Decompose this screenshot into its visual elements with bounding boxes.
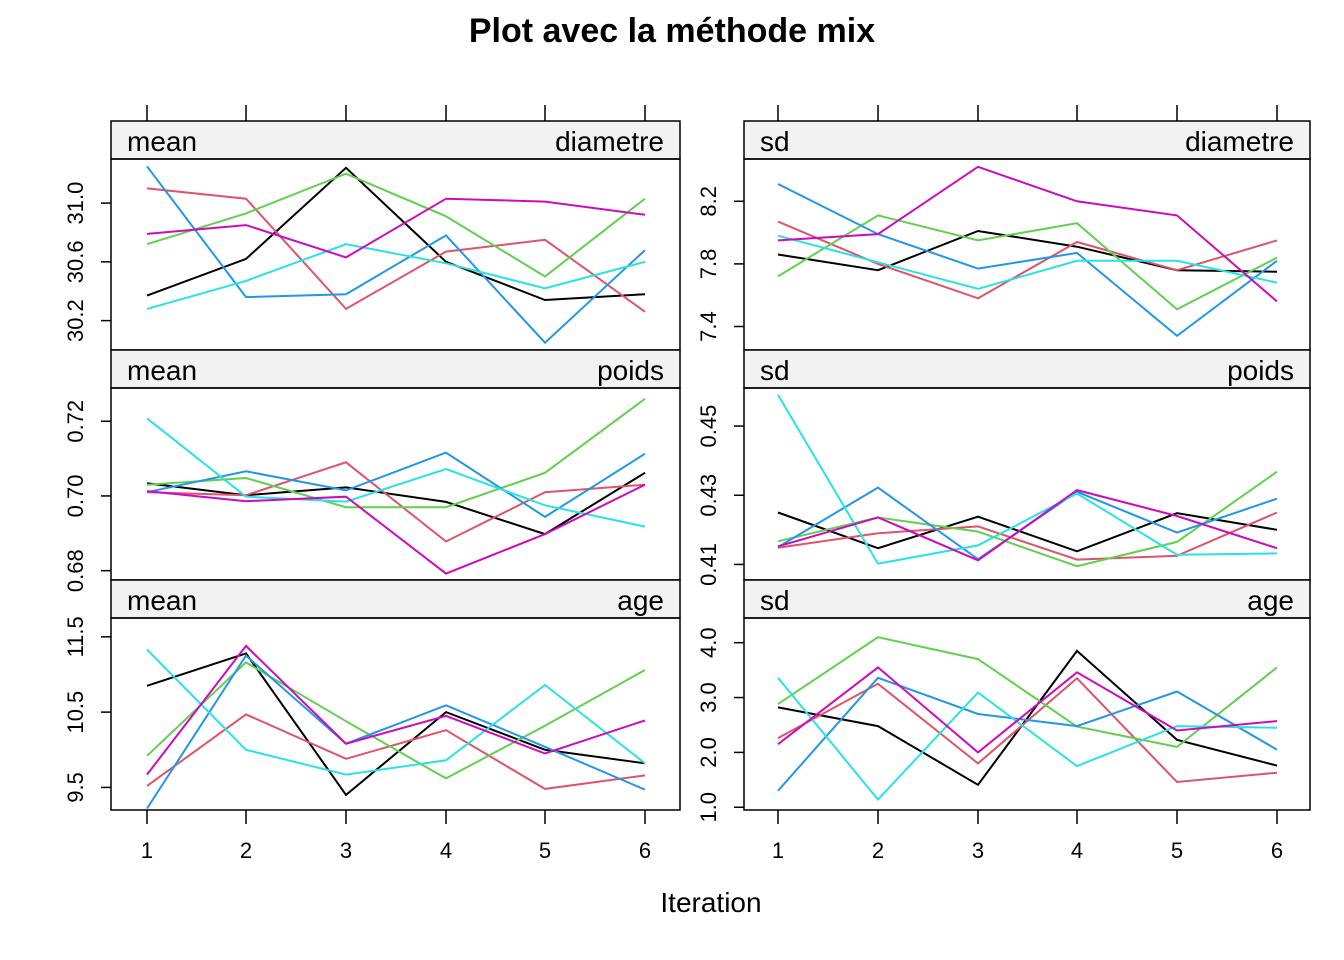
x-tick-label: 2 bbox=[240, 838, 252, 863]
strip-background bbox=[743, 349, 1311, 389]
series-line-3 bbox=[146, 661, 646, 780]
strip-label-stat: sd bbox=[760, 355, 790, 386]
series-line-4 bbox=[777, 183, 1278, 338]
series-line-1 bbox=[777, 511, 1278, 553]
series-line-3 bbox=[146, 397, 646, 509]
strip-label-variable: age bbox=[617, 585, 664, 616]
chart-title: Plot avec la méthode mix bbox=[469, 12, 875, 50]
series-line-6 bbox=[777, 666, 1278, 754]
x-axis-title: Iteration bbox=[660, 887, 761, 918]
y-tick-label: 3.0 bbox=[696, 682, 721, 713]
series-line-6 bbox=[777, 165, 1278, 303]
series-line-2 bbox=[146, 187, 646, 313]
y-tick-label: 0.45 bbox=[696, 405, 721, 448]
strip-label-variable: diametre bbox=[555, 126, 664, 157]
panel-frame bbox=[743, 617, 1311, 811]
panel-mean-poids: mean poids 0.68 0.70 0.72 bbox=[63, 349, 681, 592]
series-line-5 bbox=[146, 648, 646, 776]
series-line-1 bbox=[146, 166, 646, 302]
strip-label-stat: mean bbox=[127, 585, 197, 616]
strip-label-stat: mean bbox=[127, 126, 197, 157]
panel-sd-poids: sd poids 0.41 0.43 0.45 bbox=[696, 349, 1311, 586]
series-line-2 bbox=[146, 461, 646, 543]
series-line-1 bbox=[777, 229, 1278, 273]
strip-background bbox=[743, 120, 1311, 160]
series-line-2 bbox=[146, 713, 646, 790]
series-line-6 bbox=[146, 483, 646, 575]
panel-sd-age: sd age 1.0 2.0 3.0 4.0 bbox=[696, 579, 1311, 823]
strip-label-variable: age bbox=[1247, 585, 1294, 616]
panel-frame bbox=[110, 387, 681, 581]
y-tick-label: 31.0 bbox=[63, 182, 88, 225]
series-line-6 bbox=[146, 644, 646, 776]
x-tick-label: 3 bbox=[972, 838, 984, 863]
y-tick-label: 0.43 bbox=[696, 474, 721, 517]
x-tick-label: 6 bbox=[1271, 838, 1283, 863]
series-line-3 bbox=[777, 636, 1278, 748]
series-line-5 bbox=[146, 417, 646, 528]
strip-background bbox=[110, 349, 681, 389]
strip-label-variable: diametre bbox=[1185, 126, 1294, 157]
series-line-5 bbox=[777, 677, 1278, 802]
series-line-5 bbox=[777, 234, 1278, 290]
panel-frame bbox=[110, 617, 681, 811]
x-tick-label: 3 bbox=[340, 838, 352, 863]
y-tick-label: 0.70 bbox=[63, 475, 88, 518]
x-tick-label: 5 bbox=[539, 838, 551, 863]
strip-background bbox=[743, 579, 1311, 619]
x-tick-label: 4 bbox=[1071, 838, 1083, 863]
series-line-5 bbox=[777, 394, 1278, 565]
y-tick-label: 10.5 bbox=[63, 691, 88, 734]
y-tick-label: 11.5 bbox=[63, 616, 88, 657]
strip-background bbox=[110, 579, 681, 619]
series-line-1 bbox=[146, 652, 646, 797]
y-tick-label: 8.2 bbox=[696, 186, 721, 217]
panel-frame bbox=[743, 158, 1311, 351]
strip-label-variable: poids bbox=[1227, 355, 1294, 386]
series-line-6 bbox=[777, 489, 1278, 562]
y-tick-label: 0.72 bbox=[63, 400, 88, 443]
series-line-4 bbox=[146, 451, 646, 519]
y-tick-label: 30.6 bbox=[63, 240, 88, 283]
series-line-4 bbox=[777, 676, 1278, 792]
y-tick-label: 2.0 bbox=[696, 737, 721, 768]
strip-label-stat: sd bbox=[760, 585, 790, 616]
strip-label-stat: mean bbox=[127, 355, 197, 386]
y-tick-label: 7.4 bbox=[696, 311, 721, 342]
series-line-4 bbox=[146, 654, 646, 810]
y-tick-label: 9.5 bbox=[63, 772, 88, 803]
panel-mean-age: mean age 9.5 10.5 11.5 bbox=[63, 579, 681, 811]
y-tick-label: 4.0 bbox=[696, 627, 721, 658]
panel-mean-diametre: mean diametre 30.2 30.6 31.0 bbox=[63, 120, 681, 351]
panel-frame bbox=[743, 387, 1311, 581]
series-line-1 bbox=[146, 471, 646, 536]
strip-label-stat: sd bbox=[760, 126, 790, 157]
x-tick-label: 5 bbox=[1171, 838, 1183, 863]
x-tick-label: 1 bbox=[772, 838, 784, 863]
series-line-1 bbox=[777, 649, 1278, 787]
x-tick-label: 6 bbox=[639, 838, 651, 863]
strip-background bbox=[110, 120, 681, 160]
x-tick-label: 2 bbox=[872, 838, 884, 863]
y-tick-label: 0.41 bbox=[696, 543, 721, 586]
strip-label-variable: poids bbox=[597, 355, 664, 386]
x-tick-label: 1 bbox=[141, 838, 153, 863]
series-line-4 bbox=[146, 165, 646, 345]
panel-sd-diametre: sd diametre 7.4 7.8 8.2 bbox=[696, 120, 1311, 351]
series-line-6 bbox=[146, 197, 646, 259]
y-tick-label: 7.8 bbox=[696, 249, 721, 280]
y-tick-label: 0.68 bbox=[63, 549, 88, 592]
series-line-5 bbox=[146, 243, 646, 310]
y-tick-label: 30.2 bbox=[63, 299, 88, 342]
series-line-3 bbox=[146, 172, 646, 278]
x-tick-label: 4 bbox=[440, 838, 452, 863]
y-tick-label: 1.0 bbox=[696, 792, 721, 823]
